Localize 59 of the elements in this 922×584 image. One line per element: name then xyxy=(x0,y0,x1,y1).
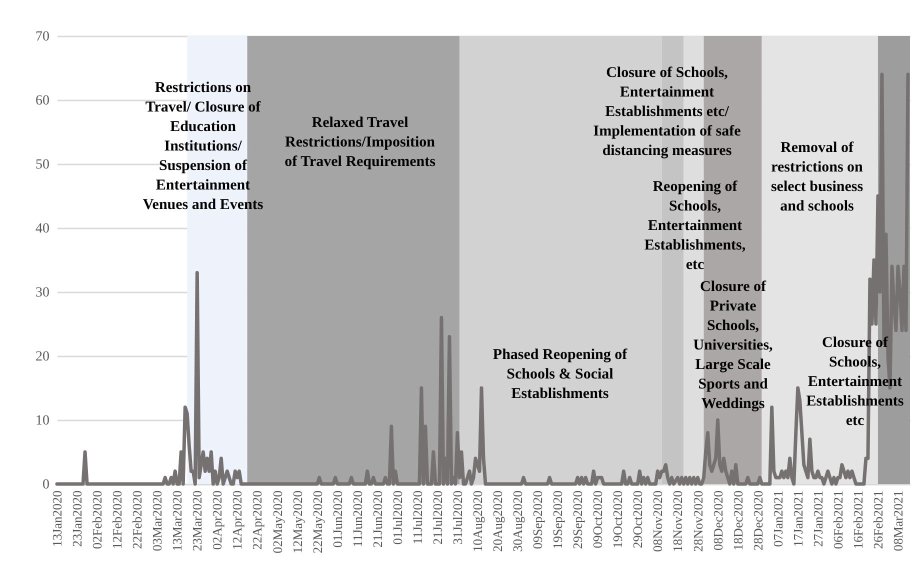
band-label: Phased Reopening of Schools & Social Establishments xyxy=(492,347,628,402)
x-tick-label: 02May2020 xyxy=(270,490,285,554)
x-tick-label: 22May2020 xyxy=(310,490,325,554)
x-tick-label: 21Jun2020 xyxy=(370,490,385,548)
x-tick-label: 28Dec2020 xyxy=(750,490,766,550)
y-tick-label: 40 xyxy=(36,222,50,236)
x-tick-label: 17Jan2021 xyxy=(790,490,806,547)
band-label: Removal of restrictions on select business and schools xyxy=(770,140,864,214)
y-tick-label: 20 xyxy=(36,350,50,364)
y-tick-label: 10 xyxy=(36,414,50,428)
band-label: Closure of Schools, Entertainment Establishments etc/ Implementation of safe distancing measures xyxy=(593,65,742,159)
x-tick-label: 23Jan2020 xyxy=(70,490,85,547)
y-tick-label: 50 xyxy=(36,158,50,172)
x-tick-label: 30Aug2020 xyxy=(510,490,526,552)
x-tick-label: 10Aug2020 xyxy=(470,490,485,552)
x-tick-label: 29Oct2020 xyxy=(630,490,646,548)
y-tick-label: 70 xyxy=(36,30,50,44)
x-tick-label: 01Jun2020 xyxy=(330,490,345,548)
x-tick-label: 31Jul2020 xyxy=(450,490,465,545)
x-tick-label: 01Jul2020 xyxy=(390,490,405,545)
y-tick-label: 30 xyxy=(36,286,50,300)
x-tick-label: 12May2020 xyxy=(290,490,305,554)
x-tick-label: 03Mar2020 xyxy=(150,490,165,552)
x-tick-label: 13Jan2020 xyxy=(50,490,64,547)
x-tick-label: 12Feb2020 xyxy=(110,490,125,549)
x-tick-label: 13Mar2020 xyxy=(170,490,185,552)
x-tick-label: 02Apr2020 xyxy=(210,490,225,550)
x-tick-label: 09Sep2020 xyxy=(530,490,546,549)
x-tick-label: 11Jun2020 xyxy=(350,490,365,548)
band-label: Relaxed Travel Restrictions/Imposition of Travel Requirements xyxy=(284,115,436,170)
x-tick-label: 16Feb2021 xyxy=(850,490,866,549)
band-label: Reopening of Schools, Entertainment Establishments, etc xyxy=(644,179,746,273)
x-tick-label: 22Apr2020 xyxy=(250,490,265,550)
x-tick-label: 02Feb2020 xyxy=(90,490,105,549)
x-tick-label: 27Jan2021 xyxy=(810,490,826,547)
x-tick-label: 20Aug2020 xyxy=(490,490,506,552)
x-tick-label: 08Dec2020 xyxy=(710,490,726,550)
x-tick-label: 19Sep2020 xyxy=(550,490,566,549)
x-tick-label: 19Oct2020 xyxy=(610,490,626,548)
y-tick-label: 60 xyxy=(36,94,50,108)
x-tick-label: 21Jul2020 xyxy=(430,490,445,545)
x-tick-label: 18Dec2020 xyxy=(730,490,746,550)
x-tick-label: 08Mar2021 xyxy=(890,490,906,552)
x-tick-label: 08Nov2020 xyxy=(650,490,666,552)
x-tick-label: 22Feb2020 xyxy=(130,490,145,549)
x-tick-label: 23Mar2020 xyxy=(190,490,205,552)
x-tick-label: 26Feb2021 xyxy=(870,490,886,549)
x-tick-label: 09Oct2020 xyxy=(590,490,606,548)
x-tick-label: 07Jan2021 xyxy=(770,490,786,547)
y-tick-label: 0 xyxy=(42,478,50,492)
x-tick-label: 12Apr2020 xyxy=(230,490,245,550)
x-tick-label: 29Sep2020 xyxy=(570,490,586,549)
x-tick-label: 28Nov2020 xyxy=(690,490,706,552)
band-label: Closure of Schools, Entertainment Establishments etc xyxy=(806,335,904,429)
band-label: Closure of Private Schools, Universities, Large Scale Sports and Weddings xyxy=(693,279,774,412)
x-tick-label: 11Jul2020 xyxy=(410,490,425,544)
x-tick-label: 18Nov2020 xyxy=(670,490,686,552)
x-tick-label: 06Feb2021 xyxy=(830,490,846,549)
band-label: Restrictions on Travel/ Closure of Education Institutions/ Suspension of Entertainment Venues and Events xyxy=(142,80,264,213)
